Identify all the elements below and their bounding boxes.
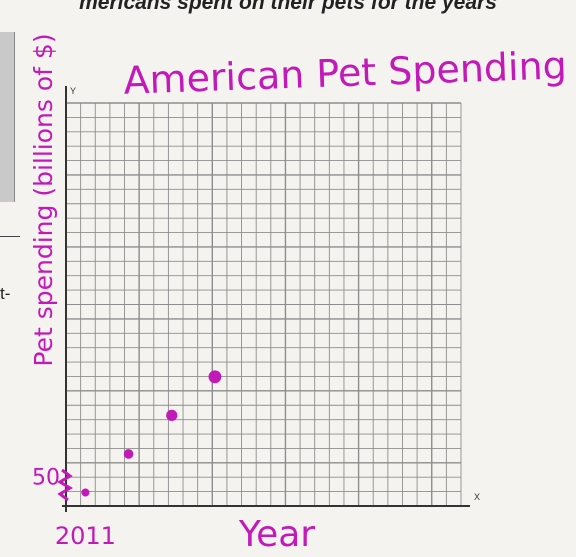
y-axis-label: Pet spending (billions of $) xyxy=(29,33,58,366)
y-tick-label: 50 xyxy=(32,466,60,491)
y-axis-letter: Y xyxy=(70,86,76,96)
adjacent-panel xyxy=(0,32,15,202)
divider-line xyxy=(0,236,20,237)
text-fragment: t- xyxy=(0,284,11,303)
y-axis-break-mark xyxy=(57,468,73,502)
x-tick-labels: 2011 xyxy=(55,522,116,550)
data-point xyxy=(123,449,134,459)
data-point xyxy=(208,370,222,384)
y-tick-labels: 50 xyxy=(32,466,60,491)
instruction-text: mericans spent on their pets for the yea… xyxy=(79,0,497,14)
chart-title: American Pet Spending xyxy=(123,43,568,102)
data-points xyxy=(81,370,222,497)
data-point xyxy=(81,488,90,497)
chart-grid xyxy=(65,102,462,507)
data-point xyxy=(166,409,178,421)
x-axis-label: Year xyxy=(238,514,315,555)
x-axis-letter: X xyxy=(474,492,480,502)
x-tick-label: 2011 xyxy=(55,522,116,550)
